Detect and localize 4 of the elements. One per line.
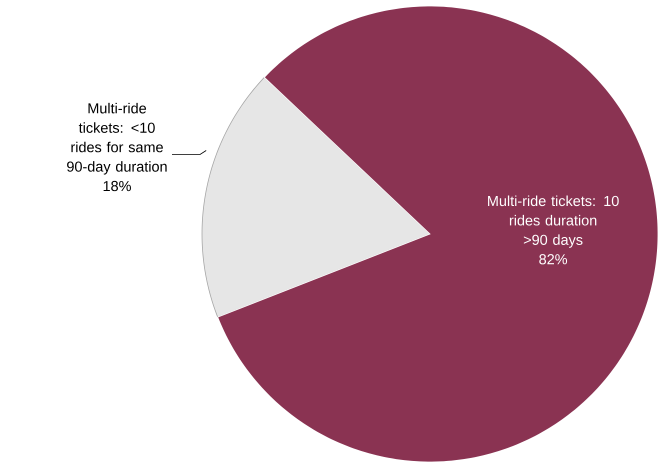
slice-label: Multi-ride tickets: <10 rides for same 90-day duration bbox=[67, 102, 167, 175]
data-label: 82% bbox=[539, 254, 568, 264]
data-label: 18% bbox=[104, 180, 131, 192]
slice-label: Multi-ride tickets: 10 rides duration >90 days bbox=[488, 195, 619, 248]
